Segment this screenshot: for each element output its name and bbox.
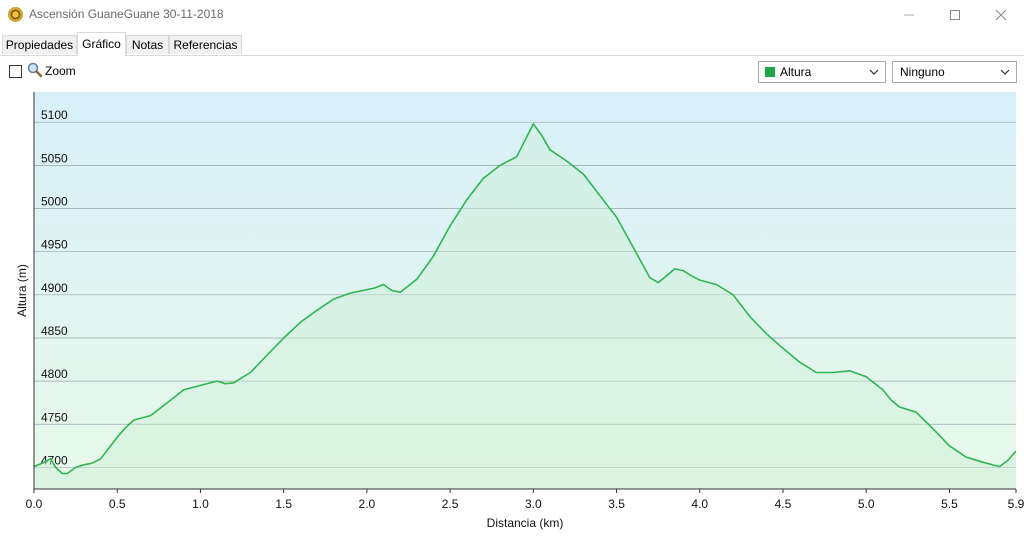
x-tick-label: 2.5 (442, 497, 459, 511)
app-logo-icon (8, 7, 23, 22)
elevation-chart-svg: 4700 4750 4800 4850 4900 4950 5000 5050 5100 0.0 0… (15, 92, 1024, 530)
y-tick-label: 4950 (41, 238, 68, 252)
minimize-icon (904, 14, 914, 16)
minimize-button[interactable] (886, 0, 932, 30)
secondary-select-value: Ninguno (900, 65, 945, 79)
x-tick-label: 3.0 (525, 497, 542, 511)
y-tick-label: 4750 (41, 410, 68, 424)
chart-toolbar: Zoom Altura Ninguno (0, 56, 1024, 86)
x-tick-label: 4.5 (775, 497, 792, 511)
chevron-down-icon (1000, 69, 1010, 75)
series-color-swatch (765, 67, 775, 77)
close-button[interactable] (978, 0, 1024, 30)
series-select[interactable]: Altura (758, 61, 886, 83)
y-tick-label: 4700 (41, 453, 68, 467)
area-fill (34, 123, 1016, 490)
close-icon (995, 9, 1007, 21)
x-tick-label: 5.0 (858, 497, 875, 511)
x-tick-label: 5.5 (941, 497, 958, 511)
y-tick-label: 4900 (41, 281, 68, 295)
y-tick-label: 5050 (41, 151, 68, 165)
y-tick-label: 4850 (41, 324, 68, 338)
tab-grafico[interactable]: Gráfico (77, 32, 126, 56)
x-tick-label: 5.9 (1008, 497, 1024, 511)
maximize-icon (950, 10, 960, 20)
x-tick-label: 1.5 (275, 497, 292, 511)
tab-propiedades[interactable]: Propiedades (2, 35, 77, 54)
y-tick-label: 5100 (41, 108, 68, 122)
zoom-label: Zoom (45, 64, 76, 78)
x-tick-label: 0.5 (109, 497, 126, 511)
elevation-chart: 4700 4750 4800 4850 4900 4950 5000 5050 5100 0.0 0… (0, 86, 1024, 542)
secondary-series-select[interactable]: Ninguno (892, 61, 1017, 83)
series-line-altura (33, 123, 1017, 475)
series-select-value: Altura (780, 65, 812, 79)
x-tick-label: 3.5 (608, 497, 625, 511)
window-title: Ascensión GuaneGuane 30-11-2018 (29, 7, 224, 21)
tab-notas[interactable]: Notas (126, 35, 169, 54)
x-tick-label: 2.0 (359, 497, 376, 511)
title-bar: Ascensión GuaneGuane 30-11-2018 (0, 0, 1024, 30)
plot-background (34, 92, 1016, 489)
zoom-checkbox[interactable] (9, 65, 22, 78)
y-tick-label: 5000 (41, 195, 68, 209)
y-axis-title: Altura (m) (15, 264, 29, 317)
tab-referencias[interactable]: Referencias (169, 35, 242, 54)
x-tick-label: 1.0 (192, 497, 209, 511)
maximize-button[interactable] (932, 0, 978, 30)
tab-strip: Propiedades Gráfico Notas Referencias (0, 30, 1024, 56)
y-tick-label: 4800 (41, 367, 68, 381)
x-tick-label: 4.0 (691, 497, 708, 511)
magnifier-icon (27, 62, 43, 78)
x-axis-title: Distancia (km) (487, 516, 564, 530)
chevron-down-icon (869, 69, 879, 75)
x-tick-label: 0.0 (26, 497, 43, 511)
